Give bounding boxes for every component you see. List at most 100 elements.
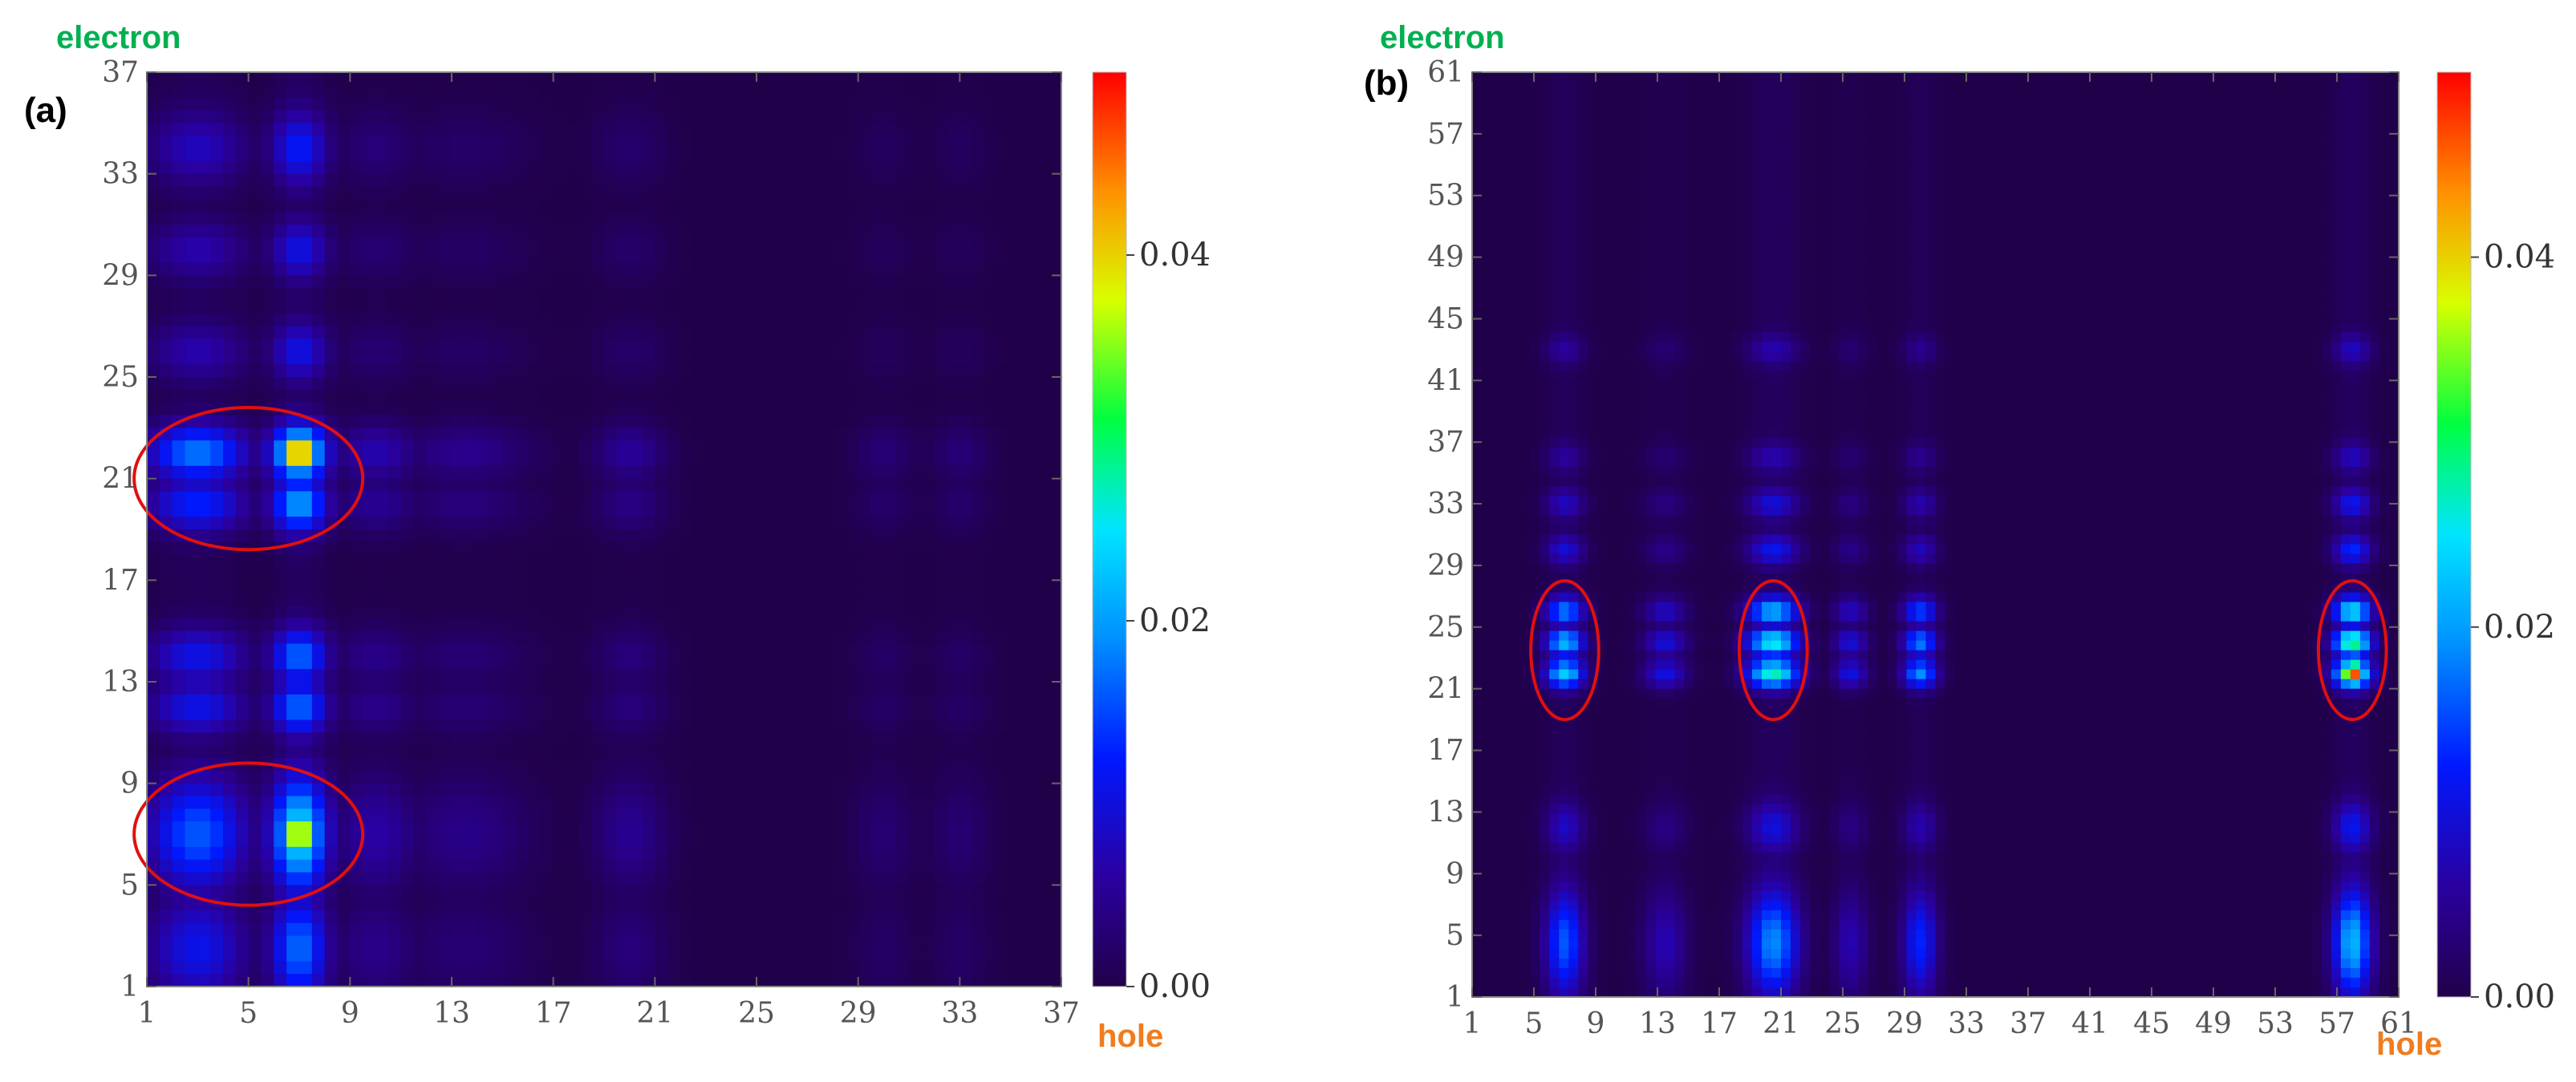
heatmap-cell — [363, 212, 376, 225]
heatmap-cell — [489, 745, 503, 759]
heatmap-cell — [400, 288, 415, 302]
heatmap-cell — [655, 364, 668, 378]
heatmap-cell — [286, 313, 300, 327]
heatmap-cell — [197, 199, 211, 213]
heatmap-cell — [210, 580, 224, 594]
heatmap-cell — [299, 453, 313, 467]
heatmap-cell — [858, 249, 872, 264]
heatmap-cell — [426, 821, 440, 835]
heatmap-cell — [959, 173, 973, 188]
heatmap-cell — [566, 301, 579, 314]
heatmap-cell — [794, 580, 808, 594]
heatmap-cell — [248, 643, 262, 657]
heatmap-cell — [553, 313, 567, 327]
heatmap-cell — [604, 948, 618, 962]
heatmap-cell — [261, 580, 274, 594]
heatmap-cell — [477, 275, 491, 289]
heatmap-cell — [439, 326, 452, 340]
heatmap-cell — [350, 123, 363, 136]
heatmap-cell — [387, 402, 402, 416]
heatmap-cell — [350, 199, 363, 213]
heatmap-cell — [439, 593, 452, 606]
heatmap-cell — [845, 440, 859, 454]
heatmap-cell — [921, 656, 935, 670]
heatmap-cell — [655, 643, 668, 657]
heatmap-cell — [515, 796, 529, 809]
heatmap-cell — [400, 732, 415, 746]
heatmap-cell — [642, 580, 655, 594]
heatmap-cell — [845, 846, 859, 861]
heatmap-cell — [667, 173, 681, 188]
heatmap-cell — [591, 961, 605, 975]
heatmap-cell — [172, 821, 186, 835]
heatmap-cell — [172, 465, 186, 480]
heatmap-cell — [400, 517, 415, 530]
heatmap-cell — [363, 846, 376, 861]
heatmap-cell — [794, 872, 808, 885]
heatmap-cell — [744, 821, 757, 835]
heatmap-cell — [972, 834, 986, 848]
heatmap-cell — [566, 643, 579, 657]
heatmap-cell — [159, 834, 173, 848]
heatmap-cell — [464, 821, 478, 835]
heatmap-cell — [210, 948, 224, 962]
heatmap-cell — [452, 389, 465, 403]
heatmap-cell — [705, 694, 720, 708]
heatmap-cell — [324, 593, 339, 606]
heatmap-cell — [972, 732, 986, 746]
heatmap-cell — [604, 491, 618, 505]
heatmap-cell — [934, 338, 948, 352]
heatmap-cell — [274, 148, 287, 162]
heatmap-cell — [985, 682, 999, 695]
heatmap-cell — [781, 275, 796, 289]
heatmap-cell — [642, 961, 655, 975]
heatmap-cell — [858, 948, 872, 962]
heatmap-cell — [489, 275, 503, 289]
heatmap-cell — [439, 541, 452, 556]
heatmap-cell — [477, 694, 491, 708]
heatmap-cell — [426, 110, 440, 124]
heatmap-cell — [921, 783, 935, 797]
heatmap-cell — [299, 110, 313, 124]
heatmap-cell — [489, 593, 503, 606]
heatmap-cell — [515, 97, 529, 111]
heatmap-cell — [400, 136, 415, 149]
heatmap-cell — [210, 669, 224, 683]
heatmap-cell — [972, 338, 986, 352]
heatmap-cell — [324, 541, 339, 556]
heatmap-cell — [324, 719, 339, 733]
heatmap-cell — [299, 783, 313, 797]
heatmap-cell — [274, 84, 287, 99]
heatmap-cell — [794, 326, 808, 340]
heatmap-cell — [616, 821, 631, 835]
heatmap-cell — [185, 249, 198, 264]
heatmap-cell — [769, 237, 783, 251]
heatmap-cell — [680, 504, 694, 517]
heatmap-cell — [311, 389, 326, 403]
heatmap-cell — [781, 961, 796, 975]
heatmap-cell — [985, 758, 999, 772]
heatmap-cell — [235, 160, 249, 175]
heatmap-cell — [324, 922, 339, 937]
heatmap-cell — [274, 846, 287, 861]
heatmap-cell — [947, 834, 960, 848]
heatmap-cell — [883, 123, 897, 136]
heatmap-cell — [337, 402, 351, 416]
heatmap-cell — [566, 669, 579, 683]
heatmap-cell — [807, 567, 821, 581]
heatmap-cell — [845, 719, 859, 733]
heatmap-cell — [311, 935, 326, 950]
heatmap-cell — [985, 961, 999, 975]
heatmap-cell — [757, 732, 770, 746]
heatmap-cell — [757, 491, 770, 505]
heatmap-cell — [337, 567, 351, 581]
heatmap-cell — [655, 453, 668, 467]
heatmap-cell — [692, 885, 707, 898]
heatmap-cell — [896, 402, 910, 416]
heatmap-cell — [769, 606, 783, 619]
heatmap-cell — [299, 669, 313, 683]
heatmap-cell — [667, 377, 681, 391]
heatmap-cell — [439, 796, 452, 809]
heatmap-cell — [147, 606, 160, 619]
heatmap-cell — [604, 186, 618, 200]
